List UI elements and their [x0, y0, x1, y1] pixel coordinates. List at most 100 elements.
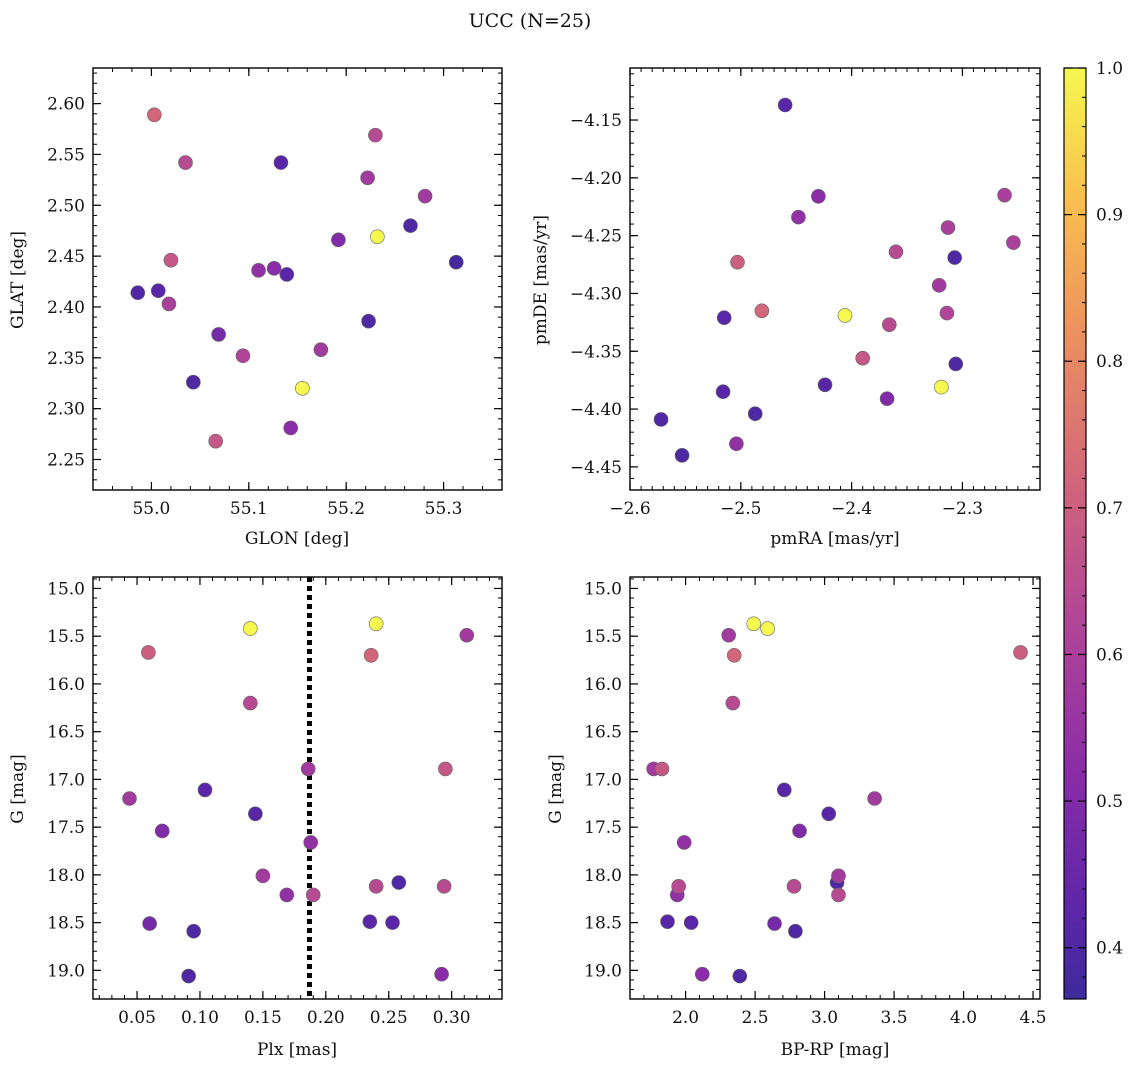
x-tick-label: 55.3: [425, 499, 463, 519]
data-point: [777, 97, 793, 113]
colorbar-gradient: [1063, 67, 1087, 1000]
panel-pmra-pmde: −2.6 −2.5 −2.4 −2.3 −4.15 −4.20 −4.25 −4.30 −4.3…: [531, 67, 1041, 549]
data-point: [788, 923, 803, 939]
data-point: [747, 406, 763, 421]
data-point: [792, 823, 807, 839]
y-tick-label: 2.25: [47, 450, 85, 470]
y-tick-label: 2.40: [47, 298, 85, 318]
data-point: [266, 261, 282, 276]
data-point: [391, 875, 407, 890]
y-tick-label: 2.30: [47, 400, 85, 420]
colorbar-tick-label: 1.0: [1096, 59, 1123, 79]
y-tick-label: 2.50: [47, 196, 85, 216]
data-point: [436, 879, 452, 894]
colorbar-tick-label: 0.9: [1096, 206, 1123, 226]
data-point: [881, 317, 897, 332]
data-point: [459, 627, 475, 643]
pmra-pmde-plot-area: −2.6 −2.5 −2.4 −2.3 −4.15 −4.20 −4.25 −4.30 −4.3…: [570, 67, 1041, 519]
data-point: [448, 254, 464, 270]
y-tick-label: 16.5: [584, 723, 622, 743]
glon-glat-plot-area: 55.0 55.1 55.2 55.3 2.25 2.30 2.35 2.40 2.45 2.50…: [47, 67, 503, 519]
data-point: [403, 218, 418, 233]
colorbar-tick-label: 0.8: [1096, 352, 1123, 372]
data-point: [368, 127, 383, 143]
glon-glat-xlabel: GLON [deg]: [245, 529, 349, 549]
x-tick-label: 0.15: [244, 1008, 282, 1028]
data-point: [671, 879, 686, 894]
colorbar: 0.4 0.5 0.6 0.7 0.8 0.9 1.0: [1063, 59, 1123, 1000]
panel-bprp-g: 2.0 2.5 3.0 3.5 4.0 4.5 15.0 15.5 16.0 16.5 17.0 17…: [546, 576, 1047, 1060]
data-point: [694, 966, 710, 982]
data-point: [674, 448, 690, 463]
y-tick-label: −4.30: [570, 284, 622, 304]
data-point: [683, 915, 699, 930]
data-point: [248, 806, 263, 822]
data-point: [730, 254, 745, 270]
data-point: [746, 616, 761, 632]
data-point: [313, 342, 329, 357]
data-point: [776, 782, 792, 798]
data-point: [197, 782, 213, 798]
data-point: [211, 327, 226, 342]
data-point: [141, 645, 156, 660]
data-point: [754, 303, 770, 319]
data-point: [363, 647, 379, 663]
data-point: [715, 384, 731, 400]
bprp-g-ylabel: G [mag]: [546, 754, 566, 823]
data-point: [438, 761, 453, 777]
data-point: [940, 220, 956, 235]
data-point: [997, 187, 1012, 203]
data-point: [767, 916, 782, 931]
data-point: [243, 621, 258, 636]
bprp-g-xlabel: BP-RP [mag]: [781, 1040, 890, 1060]
data-point: [186, 923, 201, 939]
data-point: [1013, 645, 1028, 660]
data-point: [729, 436, 744, 452]
data-point: [948, 356, 964, 372]
y-tick-label: 15.0: [47, 579, 85, 599]
data-point: [122, 791, 137, 806]
figure-title: UCC (N=25): [469, 10, 592, 32]
y-tick-label: 18.5: [584, 914, 622, 934]
data-point: [130, 285, 146, 301]
y-tick-label: 17.0: [47, 770, 85, 790]
data-point: [434, 966, 449, 982]
data-point: [676, 835, 692, 850]
x-tick-label: 2.0: [672, 1008, 699, 1028]
data-point: [879, 391, 895, 406]
data-point: [305, 887, 321, 903]
data-point: [831, 868, 846, 884]
plx-g-ylabel: G [mag]: [8, 754, 28, 823]
data-point: [295, 381, 310, 396]
axes-frame: [629, 576, 1041, 1000]
data-point: [931, 278, 947, 293]
data-point: [255, 868, 271, 884]
data-point: [300, 761, 316, 777]
x-tick-label: 0.25: [370, 1008, 408, 1028]
data-point: [303, 835, 319, 850]
data-point: [178, 155, 193, 170]
data-point: [1006, 235, 1021, 250]
x-tick-label: 55.0: [132, 499, 170, 519]
x-tick-label: −2.5: [720, 499, 761, 519]
data-point: [161, 296, 177, 312]
data-point: [821, 806, 837, 822]
data-point: [385, 915, 400, 930]
data-point: [947, 250, 962, 265]
panel-glon-glat: 55.0 55.1 55.2 55.3 2.25 2.30 2.35 2.40 2.45 2.50…: [8, 67, 503, 549]
data-point: [867, 791, 882, 806]
data-point: [279, 887, 295, 903]
data-point: [147, 107, 162, 123]
x-tick-label: 0.20: [307, 1008, 345, 1028]
y-tick-label: 17.5: [47, 818, 85, 838]
y-tick-label: 16.0: [47, 675, 85, 695]
y-tick-label: 2.60: [47, 95, 85, 115]
data-point: [186, 374, 201, 390]
y-tick-label: −4.35: [570, 342, 622, 362]
y-tick-label: 16.5: [47, 723, 85, 743]
data-point: [817, 377, 833, 393]
data-point: [939, 305, 955, 321]
data-point: [726, 647, 742, 663]
data-point: [142, 916, 157, 931]
